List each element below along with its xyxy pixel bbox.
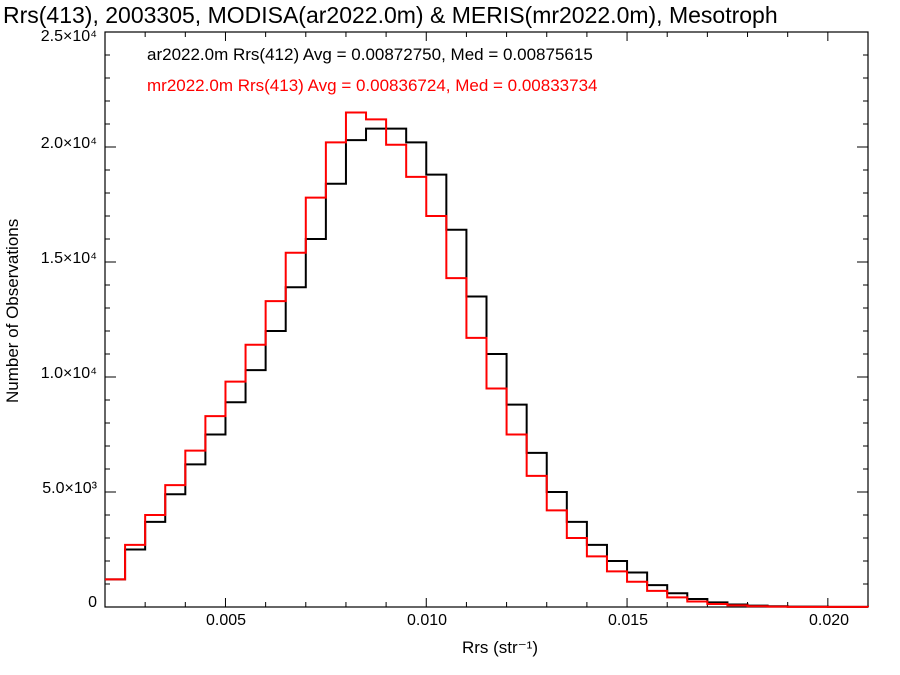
y-tick-label: 1.0×10⁴ <box>40 365 97 382</box>
x-tick-label: 0.005 <box>205 612 247 629</box>
series-line-meris <box>105 111 869 608</box>
annotation-modis-stats: ar2022.0m Rrs(412) Avg = 0.00872750, Med… <box>147 45 593 64</box>
plot-frame <box>104 31 869 608</box>
x-tick-label: 0.020 <box>808 612 850 629</box>
y-tick-label: 5.0×10³ <box>42 480 97 497</box>
y-tick-label: 0 <box>88 594 97 611</box>
annotation-meris-stats: mr2022.0m Rrs(413) Avg = 0.00836724, Med… <box>147 76 598 95</box>
y-tick-label: 1.5×10⁴ <box>40 250 97 267</box>
y-tick-label: 2.5×10⁴ <box>40 28 97 45</box>
series-layer <box>105 111 869 608</box>
x-tick-label: 0.010 <box>406 612 448 629</box>
y-tick-label: 2.0×10⁴ <box>40 135 97 152</box>
x-tick-label: 0.015 <box>607 612 649 629</box>
x-axis-label: Rrs (str⁻¹) <box>461 638 538 657</box>
chart-title: Rrs(413), 2003305, MODISA(ar2022.0m) & M… <box>3 2 778 28</box>
